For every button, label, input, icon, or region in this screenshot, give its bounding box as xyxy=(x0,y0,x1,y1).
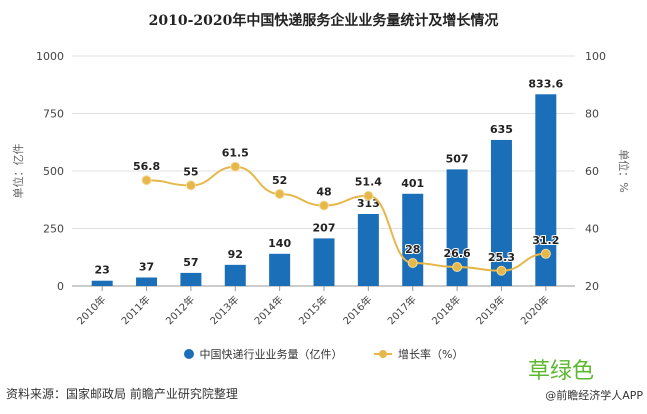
y-right-tick-label: 60 xyxy=(585,165,599,178)
growth-data-label: 56.8 xyxy=(133,160,160,173)
y-left-tick-label: 500 xyxy=(43,165,64,178)
stamp-text: 草绿色 xyxy=(528,359,595,384)
growth-point xyxy=(141,175,152,186)
legend-item-growth[interactable]: 增长率（%） xyxy=(374,346,463,362)
x-tick-label: 2013年 xyxy=(207,293,241,327)
growth-data-label: 48 xyxy=(316,186,331,199)
credit: @前瞻经济学人APP xyxy=(545,389,643,402)
growth-data-label: 52 xyxy=(272,174,287,187)
y-left-tick-label: 750 xyxy=(43,108,64,121)
bar xyxy=(91,280,113,286)
bar-data-label: 635 xyxy=(490,123,513,136)
growth-data-label: 61.5 xyxy=(222,147,249,160)
growth-data-label: 25.3 xyxy=(488,251,515,264)
x-tick-label: 2020年 xyxy=(518,293,552,327)
legend-label-volume: 中国快递行业业务量（亿件） xyxy=(199,348,343,361)
bar-data-label: 507 xyxy=(446,152,469,165)
y-right-tick-label: 80 xyxy=(585,108,599,121)
y-right-tick-label: 20 xyxy=(585,280,599,293)
y-left-axis-label: 单位：亿件 xyxy=(11,144,25,199)
bar xyxy=(180,272,202,286)
y-right-tick-label: 100 xyxy=(585,50,606,63)
bar-data-label: 92 xyxy=(228,248,243,261)
bar xyxy=(357,214,379,286)
y-left-tick-label: 1000 xyxy=(36,50,64,63)
y-left-tick-label: 250 xyxy=(43,223,64,236)
x-tick-label: 2018年 xyxy=(429,293,463,327)
growth-point xyxy=(319,200,329,211)
growth-point xyxy=(496,265,507,276)
growth-point xyxy=(452,262,463,273)
growth-point xyxy=(185,180,196,191)
growth-point xyxy=(274,189,285,199)
bar-data-label: 23 xyxy=(95,264,110,277)
bar xyxy=(269,253,291,286)
growth-data-label: 26.6 xyxy=(444,247,471,260)
bar xyxy=(224,264,246,286)
chart: 0 250 500 750 1000 20 40 60 80 100 单位：亿件 单位：% 2010年 2… xyxy=(11,50,631,327)
bar-data-label: 207 xyxy=(313,221,336,234)
bar-data-label: 57 xyxy=(183,256,198,269)
growth-data-label: 31.2 xyxy=(532,234,559,247)
source-note: 资料来源：国家邮政局 前瞻产业研究院整理 xyxy=(6,387,238,401)
bar-data-label: 313 xyxy=(357,197,380,210)
y-right-axis-label: 单位：% xyxy=(617,149,631,192)
legend: 中国快递行业业务量（亿件） 增长率（%） xyxy=(0,346,647,362)
x-tick-label: 2014年 xyxy=(251,293,285,327)
y-right-tick-label: 40 xyxy=(585,223,599,236)
legend-item-volume[interactable]: 中国快递行业业务量（亿件） xyxy=(183,346,343,362)
bar xyxy=(446,169,468,286)
bar xyxy=(402,193,424,286)
x-tick-label: 2019年 xyxy=(473,293,507,327)
chart-title: 2010-2020年中国快递服务企业业务量统计及增长情况 xyxy=(148,13,499,29)
growth-point xyxy=(230,161,241,172)
bar-data-label: 833.6 xyxy=(528,77,563,90)
x-tick-label: 2016年 xyxy=(340,293,374,327)
y-left-tick-label: 0 xyxy=(57,280,64,293)
growth-point xyxy=(363,190,374,201)
legend-bar-swatch xyxy=(183,349,194,359)
bar-data-label: 37 xyxy=(139,260,154,273)
growth-line xyxy=(146,165,546,272)
bar xyxy=(535,94,557,286)
bar-data-label: 140 xyxy=(268,237,291,250)
x-tick-label: 2012年 xyxy=(163,293,197,327)
legend-line-swatch xyxy=(374,349,393,359)
x-tick-label: 2010年 xyxy=(74,293,108,327)
bar xyxy=(313,238,335,286)
bar xyxy=(490,139,512,286)
bar-data-label: 401 xyxy=(401,177,424,190)
x-tick-label: 2015年 xyxy=(296,293,330,327)
x-tick-label: 2011年 xyxy=(118,293,152,327)
growth-point xyxy=(407,258,418,268)
bar xyxy=(136,277,158,286)
growth-data-label: 51.4 xyxy=(355,176,382,189)
growth-data-label: 55 xyxy=(183,165,198,178)
x-tick-label: 2017年 xyxy=(385,293,419,327)
legend-label-growth: 增长率（%） xyxy=(398,348,464,361)
growth-point xyxy=(540,248,551,259)
growth-data-label: 28 xyxy=(405,243,420,256)
